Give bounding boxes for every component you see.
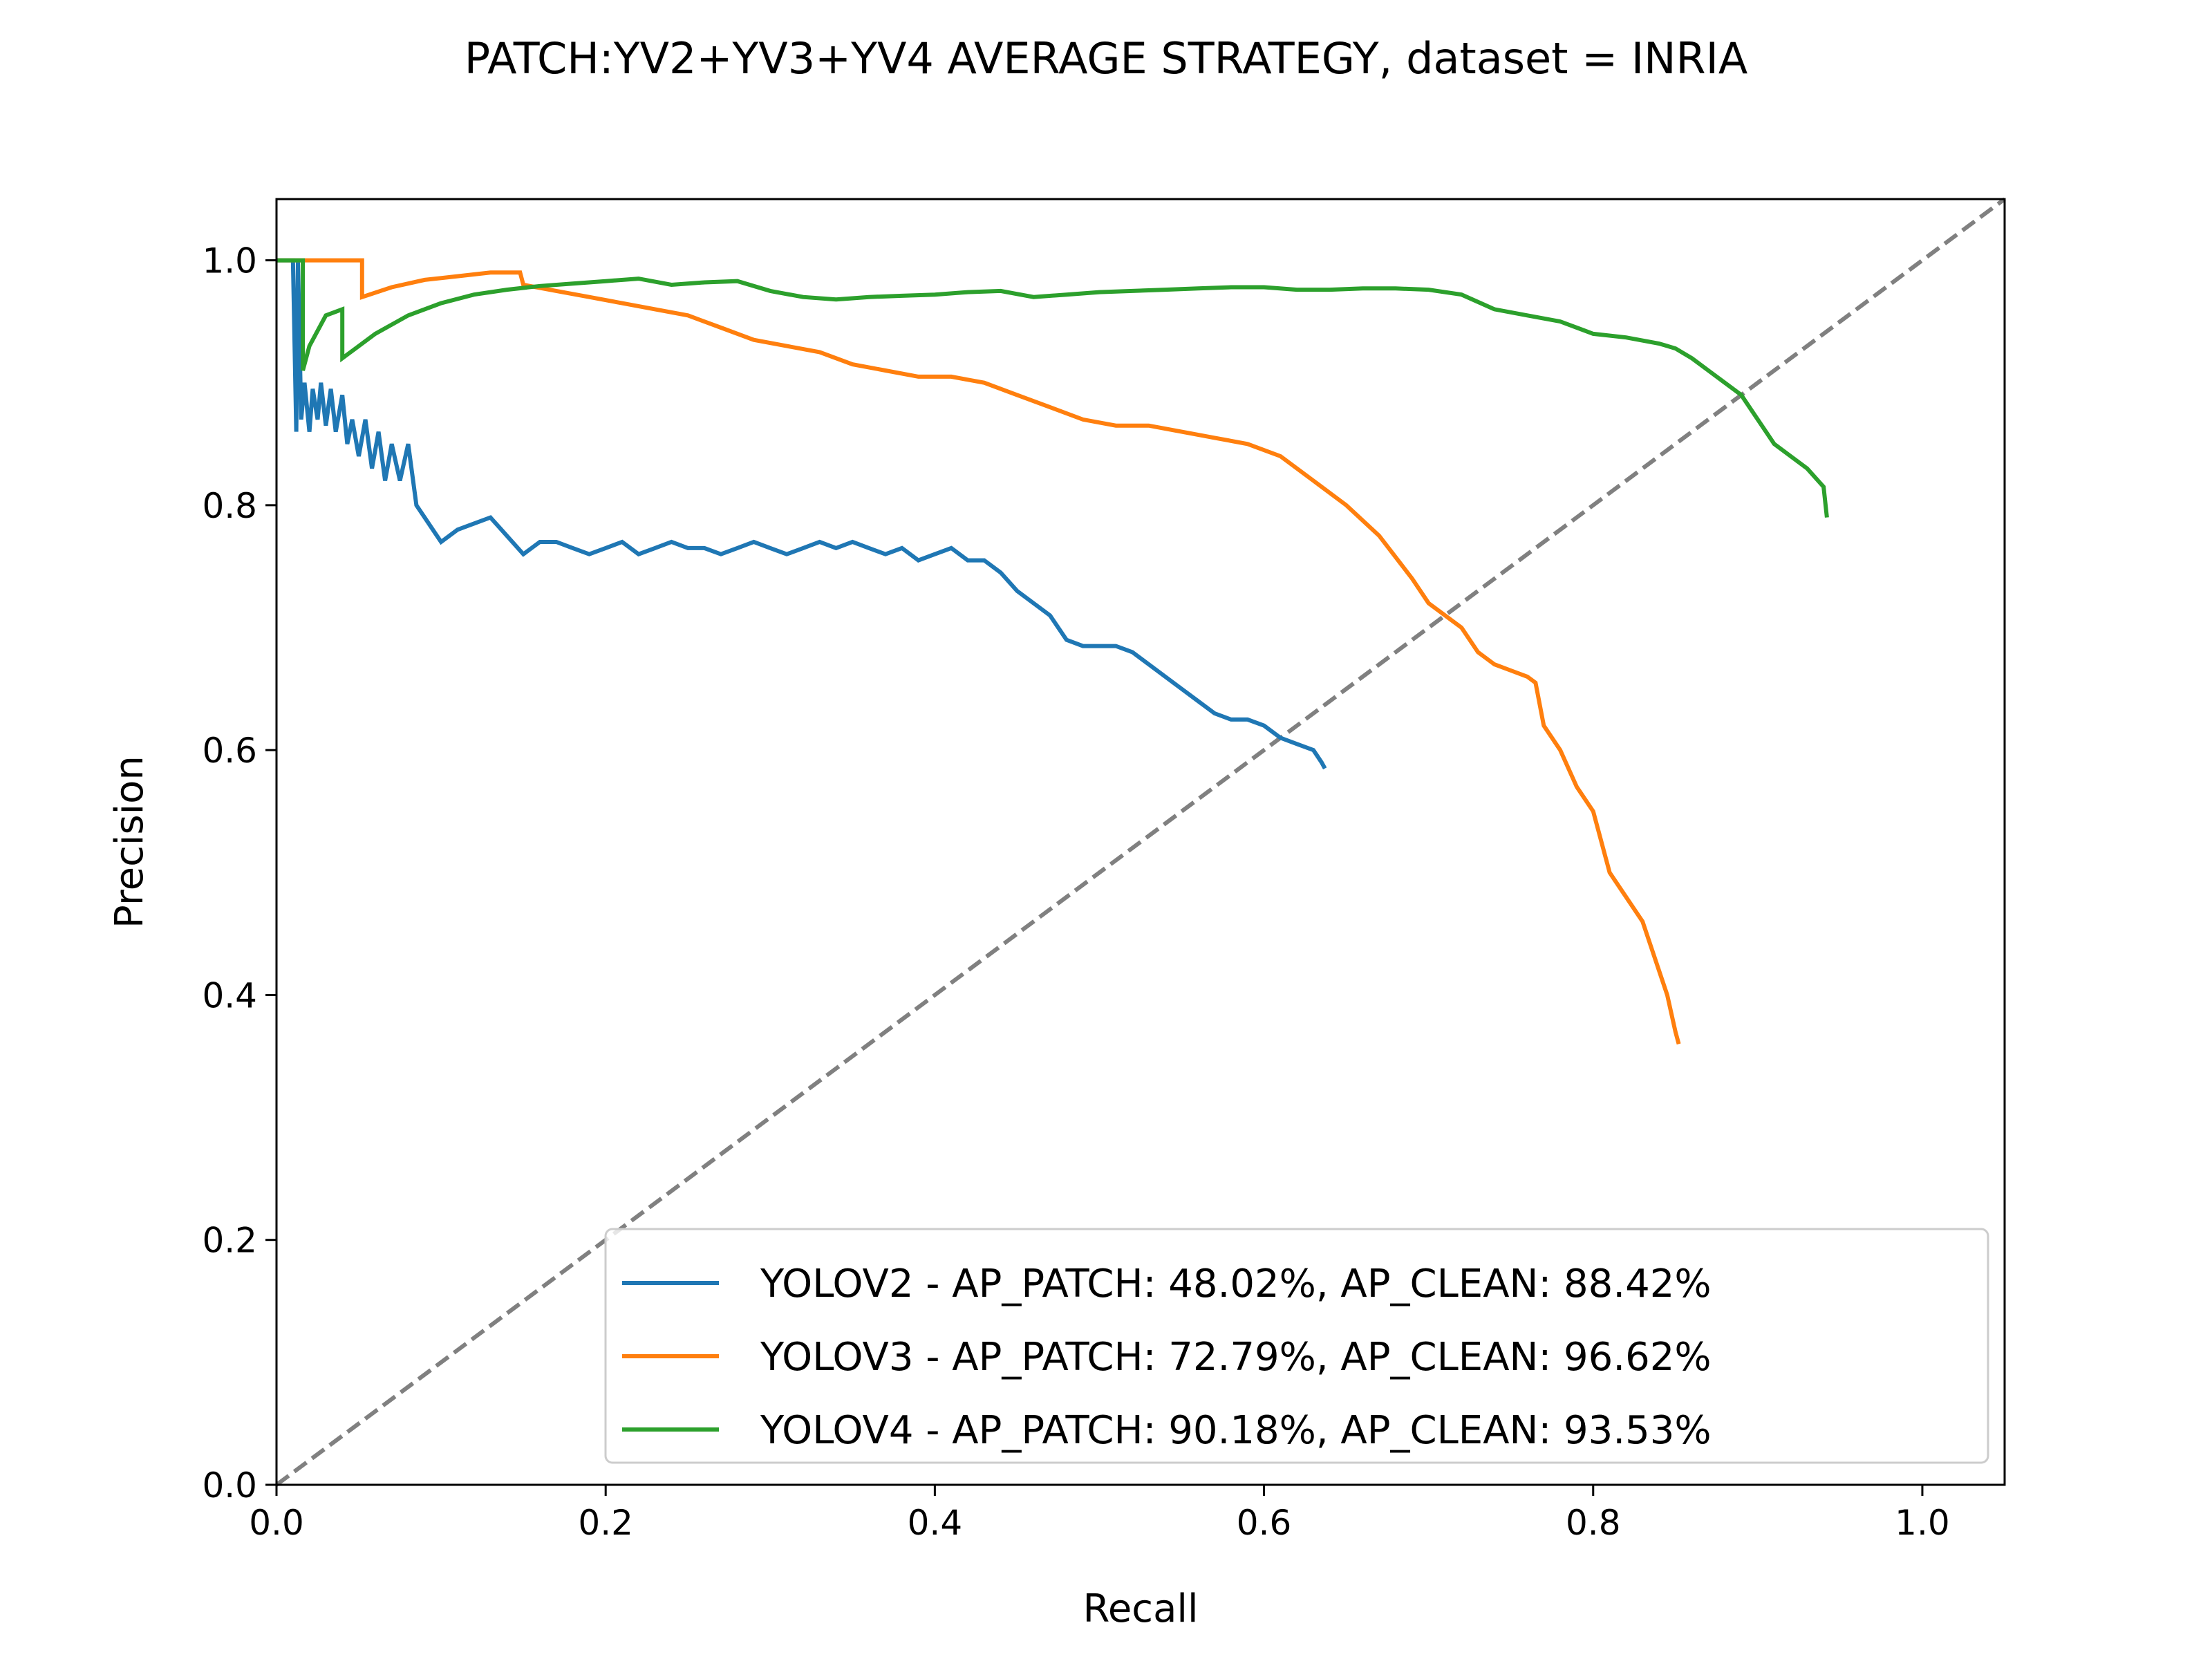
series-layer — [276, 258, 1829, 1045]
x-tick-label: 0.0 — [249, 1503, 304, 1543]
y-tick-label: 1.0 — [202, 241, 257, 281]
y-axis-label: Precision — [107, 756, 152, 928]
legend-label-2: YOLOV3 - AP_PATCH: 72.79%, AP_CLEAN: 96.… — [760, 1335, 1712, 1380]
x-tick-label: 0.6 — [1237, 1503, 1292, 1543]
legend-label-3: YOLOV4 - AP_PATCH: 90.18%, AP_CLEAN: 93.… — [760, 1408, 1712, 1453]
x-axis: 0.0 0.2 0.4 0.6 0.8 1.0 — [249, 1485, 1950, 1543]
y-tick-label: 0.8 — [202, 486, 257, 526]
series-line-2 — [276, 258, 1681, 1045]
x-tick-label: 1.0 — [1895, 1503, 1950, 1543]
reference-diagonal — [275, 197, 2006, 1487]
legend-label-1: YOLOV2 - AP_PATCH: 48.02%, AP_CLEAN: 88.… — [760, 1262, 1712, 1306]
legend-box — [604, 1228, 1989, 1464]
x-tick-label: 0.2 — [578, 1503, 633, 1543]
y-tick-label: 0.4 — [202, 975, 257, 1015]
y-tick-label: 0.0 — [202, 1465, 257, 1506]
x-tick-label: 0.8 — [1566, 1503, 1621, 1543]
series-line-3 — [276, 258, 1829, 518]
y-axis: 0.0 0.2 0.4 0.6 0.8 1.0 — [202, 241, 276, 1506]
y-tick-label: 0.2 — [202, 1221, 257, 1261]
reference-line-layer — [275, 197, 2006, 1487]
legend: YOLOV2 - AP_PATCH: 48.02%, AP_CLEAN: 88.… — [604, 1228, 1989, 1464]
chart-title: PATCH:YV2+YV3+YV4 AVERAGE STRATEGY, data… — [465, 33, 1748, 84]
series-line-1 — [276, 258, 1327, 770]
legend-entries: YOLOV2 - AP_PATCH: 48.02%, AP_CLEAN: 88.… — [622, 1262, 1712, 1453]
x-tick-label: 0.4 — [908, 1503, 963, 1543]
plot-frame — [275, 198, 2006, 1486]
y-tick-label: 0.6 — [202, 731, 257, 771]
x-axis-label: Recall — [1082, 1586, 1198, 1631]
